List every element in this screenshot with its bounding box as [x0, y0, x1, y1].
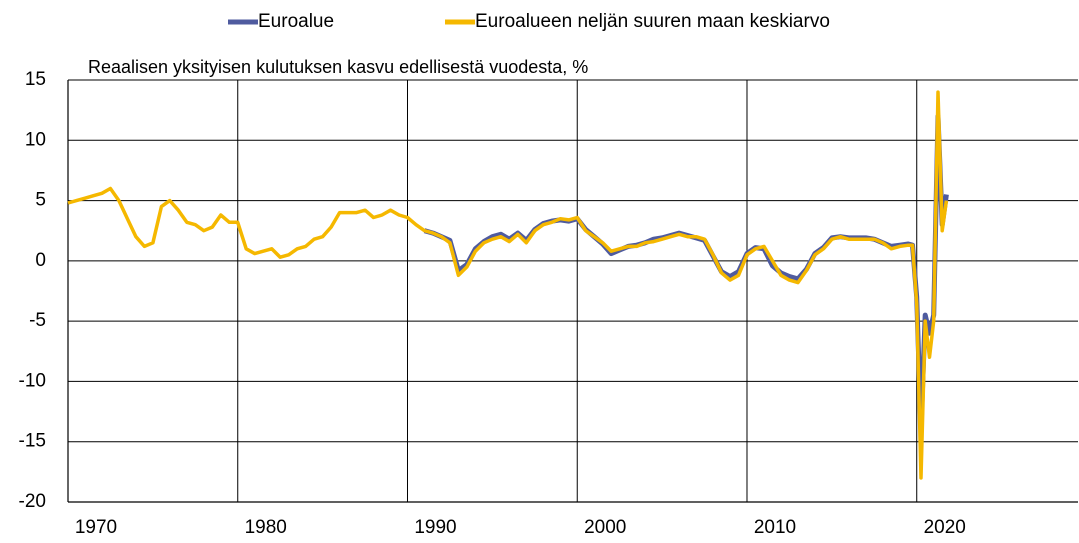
x-tick-label: 1990 [414, 517, 456, 538]
y-tick-label: 15 [25, 69, 46, 90]
x-tick-label: 1980 [245, 517, 287, 538]
x-tick-label: 2020 [924, 517, 966, 538]
y-tick-label: 5 [35, 190, 46, 211]
y-tick-label: 0 [35, 250, 46, 271]
y-tick-label: -5 [29, 310, 46, 331]
y-tick-label: -20 [19, 491, 46, 512]
y-tick-label: -15 [19, 431, 46, 452]
x-tick-label: 1970 [75, 517, 117, 538]
data-line [423, 113, 949, 433]
legend-label: Euroalueen neljän suuren maan keskiarvo [475, 11, 830, 32]
chart-subtitle: Reaalisen yksityisen kulutuksen kasvu ed… [88, 57, 588, 77]
x-tick-label: 2010 [754, 517, 796, 538]
y-tick-label: -10 [19, 370, 46, 391]
data-line [67, 90, 949, 480]
legend-label: Euroalue [258, 11, 334, 32]
y-tick-label: 10 [25, 129, 46, 150]
x-tick-label: 2000 [584, 517, 626, 538]
